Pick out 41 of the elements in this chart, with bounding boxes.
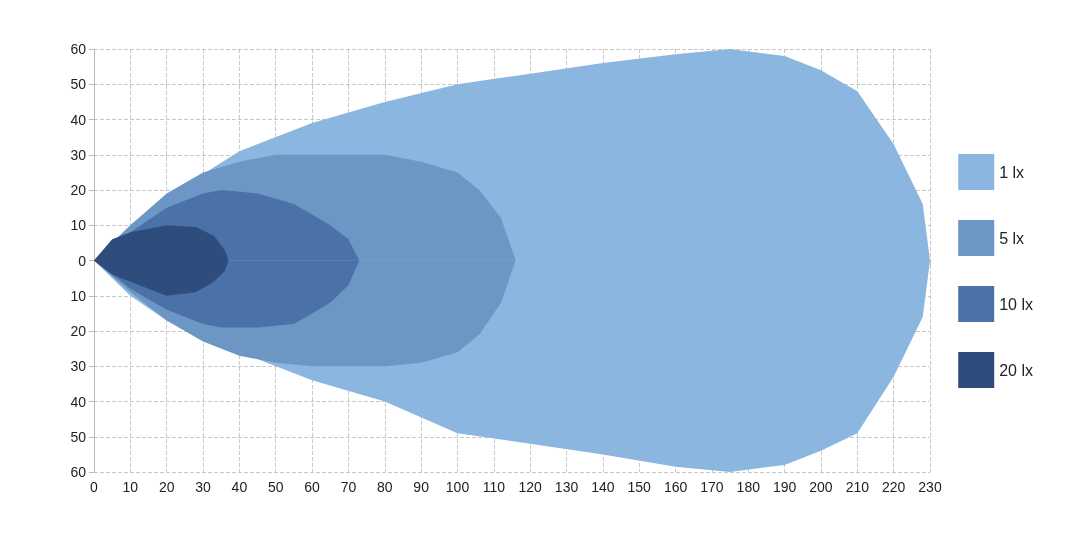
x-tick-label: 200 xyxy=(809,479,833,495)
y-tick-label: 60 xyxy=(70,464,87,480)
x-tick-label: 140 xyxy=(591,479,615,495)
x-tick-label: 120 xyxy=(518,479,543,495)
x-tick-label: 190 xyxy=(772,479,797,495)
x-tick-label: 160 xyxy=(663,479,688,495)
y-tick-label: 20 xyxy=(70,182,87,198)
x-tick-label: 150 xyxy=(627,479,652,495)
x-tick-label: 170 xyxy=(700,479,724,495)
x-tick-label: 130 xyxy=(554,479,579,495)
y-tick-label: 60 xyxy=(70,41,87,57)
x-tick-label: 90 xyxy=(413,479,430,495)
y-tick-label: 50 xyxy=(70,428,87,445)
y-tick-label: 10 xyxy=(70,217,87,234)
x-tick-label: 110 xyxy=(482,479,506,495)
x-tick-label: 180 xyxy=(736,479,761,495)
x-tick-label: 30 xyxy=(195,479,212,495)
legend-label: 10 lx xyxy=(999,295,1033,313)
x-tick-label: 70 xyxy=(340,479,357,495)
x-tick-label: 50 xyxy=(267,479,284,495)
x-tick-label: 10 xyxy=(122,479,139,495)
x-tick-label: 220 xyxy=(881,479,906,495)
x-tick-label: 80 xyxy=(376,479,393,495)
x-tick-label: 230 xyxy=(918,479,942,495)
x-tick-label: 40 xyxy=(231,479,248,495)
legend-label: 20 lx xyxy=(999,361,1033,379)
x-tick-label: 20 xyxy=(158,479,175,495)
y-tick-label: 0 xyxy=(78,252,87,269)
y-tick-label: 40 xyxy=(70,393,87,410)
x-tick-label: 100 xyxy=(445,479,470,495)
y-tick-label: 50 xyxy=(70,76,87,93)
y-tick-label: 20 xyxy=(70,323,87,339)
y-tick-label: 10 xyxy=(70,287,87,304)
y-tick-label: 40 xyxy=(70,111,87,128)
x-tick-label: 60 xyxy=(304,479,321,495)
legend-label: 1 lx xyxy=(999,163,1025,181)
y-tick-label: 30 xyxy=(70,146,87,163)
x-tick-label: 0 xyxy=(90,479,99,495)
legend-label: 5 lx xyxy=(999,229,1025,247)
x-tick-label: 210 xyxy=(845,479,870,495)
y-tick-label: 30 xyxy=(70,358,87,375)
